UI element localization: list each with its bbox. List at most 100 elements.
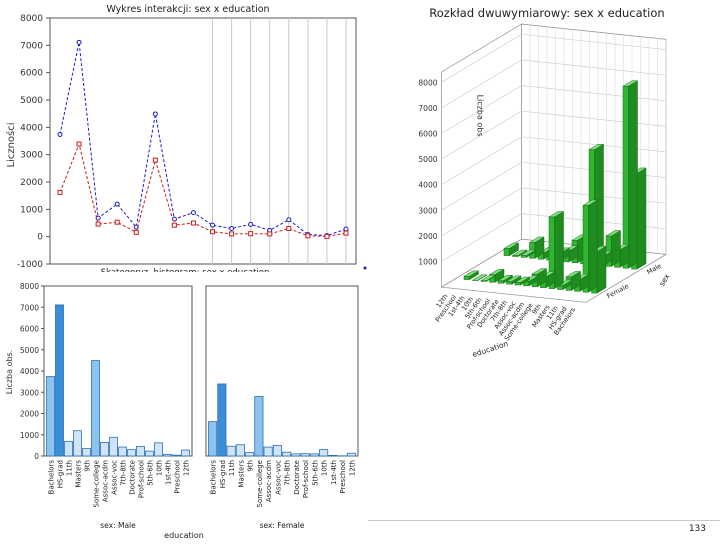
female-x-tick-label: 1st-4th xyxy=(330,460,338,485)
hist-x-axis-label: education xyxy=(164,531,204,540)
3d-bar-male-front xyxy=(623,86,629,268)
male-y-tick-label: 2000 xyxy=(20,410,39,419)
3d-z-tick-label: 7000 xyxy=(418,104,437,113)
line-point-female xyxy=(134,230,138,234)
3d-bar-female-front xyxy=(464,276,470,279)
male-x-tick-label: 10th xyxy=(156,460,164,476)
female-panel-label: sex: Female xyxy=(260,521,305,530)
female-x-tick-label: Assoc-acdm xyxy=(265,460,273,502)
male-bar xyxy=(65,442,73,456)
3d-bar-female-side xyxy=(597,246,606,293)
3d-bar-female-side xyxy=(589,200,598,292)
line-y-tick-label: 6000 xyxy=(20,69,43,79)
female-bar xyxy=(227,446,235,456)
3d-z-tick-label: 4000 xyxy=(418,181,437,190)
male-bar xyxy=(155,443,163,456)
3d-bar-female-front xyxy=(498,281,504,284)
male-plot-frame xyxy=(44,286,192,456)
line-y-tick-label: 5000 xyxy=(20,96,43,106)
female-bar xyxy=(236,445,244,456)
female-bar xyxy=(255,397,263,457)
male-bar xyxy=(101,442,109,456)
male-bar xyxy=(74,431,82,456)
male-bar xyxy=(146,451,154,456)
line-y-tick-label: 2000 xyxy=(20,178,43,188)
female-plot-frame xyxy=(206,286,358,456)
female-bar xyxy=(329,455,337,456)
line-y-tick-label: 3000 xyxy=(20,151,43,161)
line-point-male xyxy=(153,112,157,116)
line-point-female xyxy=(325,234,329,238)
male-y-tick-label: 5000 xyxy=(20,346,39,355)
male-panel-label: sex: Male xyxy=(100,521,136,530)
female-x-tick-label: 11th xyxy=(228,460,236,476)
line-y-tick-label: 0 xyxy=(37,233,43,243)
hist-y-axis-label: Liczba obs. xyxy=(5,350,14,394)
line-y-tick-label: 7000 xyxy=(20,41,43,51)
interaction-line-chart-svg: -1000010002000300040005000600070008000Wy… xyxy=(0,0,368,272)
3d-z-tick-label: 8000 xyxy=(418,78,437,87)
male-bar xyxy=(92,361,100,456)
line-y-tick-label: 8000 xyxy=(20,14,43,24)
female-x-tick-label: Some-college xyxy=(256,460,264,507)
line-point-male xyxy=(211,223,215,227)
line-point-female xyxy=(249,232,253,236)
female-x-tick-label: Doctorate xyxy=(293,460,301,495)
line-point-female xyxy=(115,220,119,224)
line-point-female xyxy=(211,230,215,234)
line-point-female xyxy=(344,231,348,235)
line-point-male xyxy=(249,222,253,226)
male-bar xyxy=(137,446,145,456)
line-point-female xyxy=(58,190,62,194)
male-x-tick-label: 11th xyxy=(66,460,74,476)
male-bar xyxy=(182,450,190,456)
3d-z-axis-label: Liczba obs xyxy=(476,95,485,137)
female-x-tick-label: 5th-6th xyxy=(311,460,319,486)
line-point-male xyxy=(344,227,348,231)
footer-divider xyxy=(368,520,720,521)
male-bar xyxy=(164,454,172,456)
line-y-tick-label: -1000 xyxy=(17,260,43,270)
male-y-tick-label: 1000 xyxy=(20,431,39,440)
line-point-male xyxy=(287,218,291,222)
male-bar xyxy=(119,447,127,456)
line-point-female xyxy=(96,222,100,226)
3d-bar-female-front xyxy=(507,281,513,284)
female-bar xyxy=(209,422,217,456)
3d-bar-male xyxy=(623,81,638,268)
line-point-female xyxy=(172,223,176,227)
male-y-tick-label: 6000 xyxy=(20,325,39,334)
female-x-tick-label: HS-grad xyxy=(219,460,227,488)
male-x-tick-label: 9th xyxy=(84,460,92,472)
female-x-tick-label: 9th xyxy=(247,460,255,472)
line-point-female xyxy=(287,226,291,230)
male-bar xyxy=(110,437,118,456)
female-bar xyxy=(320,450,328,456)
3d-chart-title: Rozkład dwuwymiarowy: sex x education xyxy=(429,6,664,20)
male-x-tick-label: Assoc-acdm xyxy=(102,460,110,502)
male-x-tick-label: Some-college xyxy=(93,460,101,507)
male-y-tick-label: 3000 xyxy=(20,388,39,397)
female-bar xyxy=(264,447,272,456)
male-y-tick-label: 8000 xyxy=(20,282,39,291)
3d-bar-male-side xyxy=(612,231,621,267)
male-bar xyxy=(83,449,91,456)
line-point-male xyxy=(191,211,195,215)
female-bar xyxy=(347,453,355,456)
male-x-tick-label: HS-grad xyxy=(57,460,65,488)
male-bar xyxy=(128,450,136,456)
3d-z-tick-label: 6000 xyxy=(418,130,437,139)
female-bar xyxy=(301,454,309,456)
bivariate-3d-bar-chart-svg: Rozkład dwuwymiarowy: sex x education 100… xyxy=(372,0,720,400)
3d-bar-male-front xyxy=(521,255,527,257)
male-x-tick-label: Assoc-voc xyxy=(111,460,119,495)
line-point-female xyxy=(306,234,310,238)
line-point-female xyxy=(77,142,81,146)
line-point-male xyxy=(115,202,119,206)
line-y-tick-label: 4000 xyxy=(20,123,43,133)
3d-z-tick-label: 1000 xyxy=(418,258,437,267)
line-legend-male-marker xyxy=(364,267,367,270)
male-y-tick-label: 0 xyxy=(34,452,39,461)
line-point-male xyxy=(230,226,234,230)
